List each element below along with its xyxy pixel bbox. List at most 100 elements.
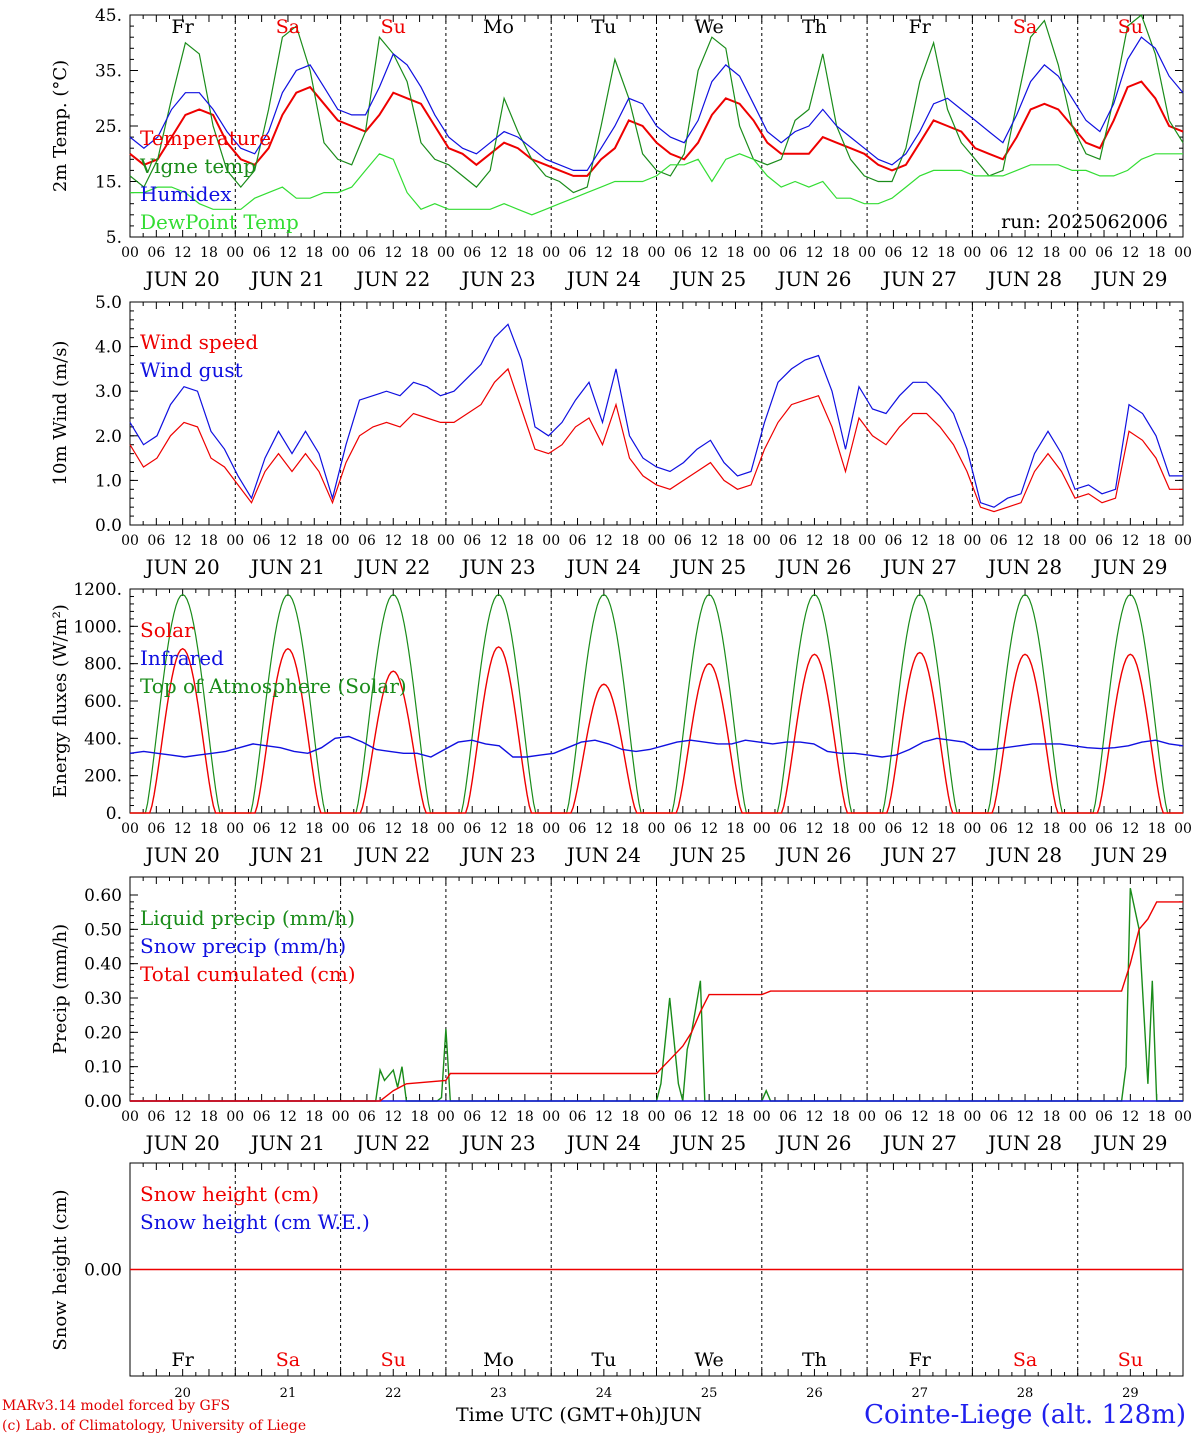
y-axis-title: Snow height (cm): [50, 1189, 71, 1350]
hour-tick-label: 12: [595, 1109, 613, 1125]
date-label: JUN 24: [565, 843, 641, 867]
hour-tick-label: 18: [516, 533, 534, 549]
hour-tick-label: 12: [911, 533, 929, 549]
hour-tick-label: 18: [832, 533, 850, 549]
legend-entry: Wind gust: [140, 358, 243, 382]
y-tick-label: 25.: [95, 117, 122, 137]
hour-tick-label: 06: [463, 1109, 481, 1125]
hour-tick-label: 00: [963, 245, 981, 261]
hour-tick-label: 12: [279, 245, 297, 261]
hour-tick-label: 00: [121, 533, 139, 549]
hour-tick-label: 18: [411, 1109, 429, 1125]
hour-tick-label: 06: [253, 245, 271, 261]
hour-tick-label: 12: [174, 821, 192, 837]
date-label: JUN 25: [670, 267, 746, 291]
time-axis-label: Time UTC (GMT+0h): [456, 1404, 662, 1426]
hour-tick-label: 00: [1174, 821, 1192, 837]
legend-entry: Vigne temp: [139, 154, 256, 178]
hour-tick-label: 18: [621, 821, 639, 837]
hour-tick-label: 06: [463, 821, 481, 837]
hour-tick-label: 18: [1148, 245, 1166, 261]
hour-tick-label: 12: [279, 1109, 297, 1125]
weekday-label: Sa: [1013, 16, 1037, 38]
hour-tick-label: 18: [727, 533, 745, 549]
y-tick-label: 1.0: [95, 471, 122, 491]
hour-tick-label: 18: [1042, 1109, 1060, 1125]
hour-tick-label: 06: [253, 821, 271, 837]
weekday-label: Tu: [591, 16, 616, 38]
hour-tick-label: 00: [542, 821, 560, 837]
hour-tick-label: 18: [305, 533, 323, 549]
hour-tick-label: 12: [806, 533, 824, 549]
date-label: JUN 27: [881, 843, 957, 867]
y-tick-label: 0.60: [84, 886, 122, 906]
series-line-infrared: [129, 735, 1184, 758]
hour-tick-label: 06: [779, 821, 797, 837]
day-number-label: 26: [806, 1386, 823, 1401]
hour-tick-label: 12: [911, 245, 929, 261]
hour-tick-label: 06: [358, 245, 376, 261]
date-label: JUN 29: [1091, 1131, 1167, 1155]
date-label: JUN 28: [986, 555, 1062, 579]
series-line: [130, 887, 1183, 1102]
hour-tick-label: 06: [674, 1109, 692, 1125]
date-label: JUN 29: [1091, 267, 1167, 291]
hour-tick-label: 18: [832, 1109, 850, 1125]
date-label: JUN 27: [881, 1131, 957, 1155]
hour-tick-label: 00: [226, 533, 244, 549]
legend-entry: Wind speed: [140, 330, 258, 354]
y-tick-label: 0.: [106, 804, 122, 824]
day-number-label: 22: [385, 1386, 402, 1401]
hour-tick-label: 06: [569, 245, 587, 261]
hour-tick-label: 18: [516, 821, 534, 837]
date-label: JUN 21: [249, 555, 325, 579]
series-line: [130, 153, 1183, 216]
day-number-label: 24: [596, 1386, 613, 1401]
hour-tick-label: 00: [332, 533, 350, 549]
date-label: JUN 22: [354, 1131, 430, 1155]
weekday-label: Su: [381, 1349, 406, 1371]
legend-entry: Humidex: [140, 182, 232, 206]
hour-tick-label: 06: [1095, 821, 1113, 837]
hour-tick-label: 06: [253, 533, 271, 549]
hour-tick-label: 00: [542, 245, 560, 261]
hour-tick-label: 12: [700, 533, 718, 549]
hour-tick-label: 06: [253, 1109, 271, 1125]
legend-entry: Infrared: [140, 646, 224, 670]
hour-tick-label: 06: [1095, 245, 1113, 261]
day-number-label: 29: [1122, 1386, 1139, 1401]
date-label: JUN 21: [249, 843, 325, 867]
legend-entry: Temperature: [140, 126, 271, 150]
legend-entry: Total cumulated (cm): [140, 962, 356, 986]
hour-tick-label: 00: [648, 245, 666, 261]
date-label: JUN 20: [144, 267, 220, 291]
legend-entry: Solar: [140, 618, 194, 642]
hour-tick-label: 00: [1069, 821, 1087, 837]
hour-tick-label: 00: [648, 1109, 666, 1125]
date-label: JUN 26: [775, 843, 851, 867]
date-label: JUN 20: [144, 843, 220, 867]
y-axis-title: 2m Temp. (°C): [50, 60, 71, 192]
hour-tick-label: 00: [121, 245, 139, 261]
hour-tick-label: 18: [621, 245, 639, 261]
hour-tick-label: 12: [174, 533, 192, 549]
hour-tick-label: 00: [753, 1109, 771, 1125]
y-tick-label: 0.40: [84, 955, 122, 975]
y-tick-label: 2.0: [95, 427, 122, 447]
hour-tick-label: 00: [121, 821, 139, 837]
date-label: JUN 20: [144, 1131, 220, 1155]
y-tick-label: 15.: [95, 173, 122, 193]
weekday-label: Su: [381, 16, 406, 38]
date-label: JUN 21: [249, 1131, 325, 1155]
hour-tick-label: 00: [332, 821, 350, 837]
hour-tick-label: 12: [1016, 1109, 1034, 1125]
hour-tick-label: 00: [332, 1109, 350, 1125]
hour-tick-label: 00: [858, 245, 876, 261]
y-tick-label: 0.00: [84, 1261, 122, 1281]
station-name: Cointe-Liege (alt. 128m): [864, 1400, 1186, 1430]
weekday-label: Mo: [483, 16, 514, 38]
legend-entry: Top of Atmosphere (Solar): [140, 674, 407, 698]
y-tick-label: 1200.: [73, 580, 122, 600]
hour-tick-label: 12: [911, 821, 929, 837]
